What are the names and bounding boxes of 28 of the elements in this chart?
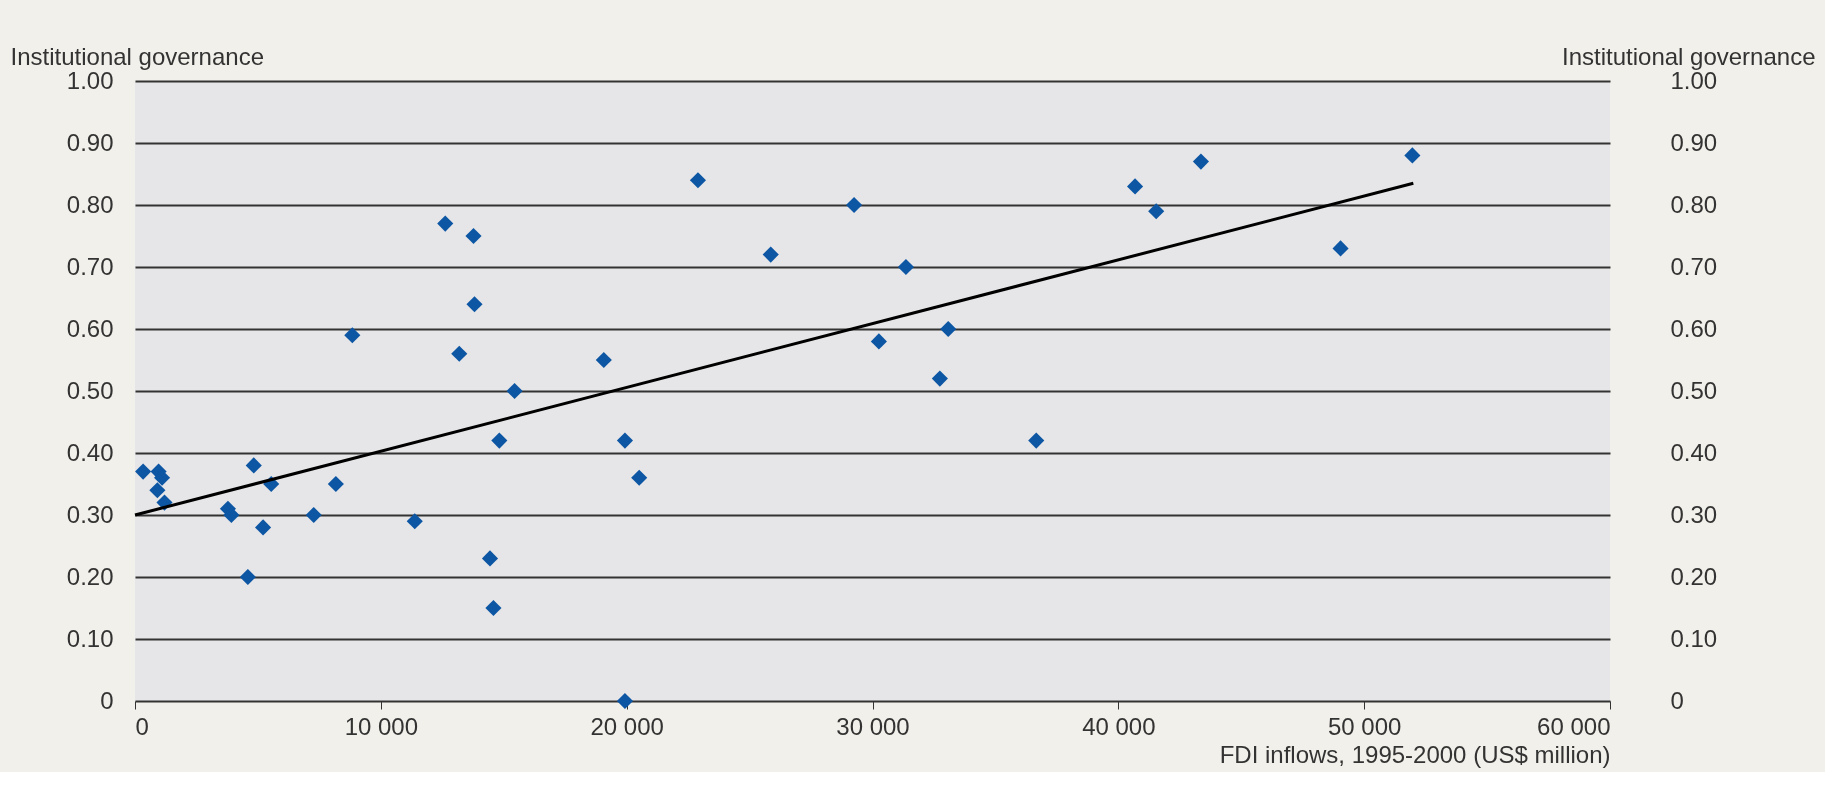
y-tick-label: 0.40 [66, 438, 114, 466]
y2-tick-label: 0.80 [1670, 190, 1718, 218]
x-tick-label: 10 000 [344, 712, 419, 740]
y2-tick-label: 0.30 [1670, 500, 1718, 528]
y2-tick-label: 0.40 [1670, 438, 1718, 466]
y2-tick-label: 0.60 [1670, 314, 1718, 342]
x-tick-label: 30 000 [836, 712, 910, 740]
y2-tick-label: 0.50 [1670, 376, 1718, 404]
x-tick-label: 0 [135, 712, 149, 740]
y2-tick-label: 0.20 [1670, 562, 1718, 590]
y2-tick-label: 0.10 [1670, 624, 1718, 652]
x-tick-label: 60 000 [1537, 712, 1611, 740]
y-tick-label: 0.90 [66, 128, 114, 156]
x-tick-label: 40 000 [1082, 712, 1156, 740]
y-tick-label: 0.70 [66, 252, 114, 280]
y2-tick-label: 0.90 [1670, 128, 1718, 156]
y-tick-label: 0.10 [66, 624, 114, 652]
y-tick-label: 0.20 [66, 562, 114, 590]
x-tick-label: 20 000 [590, 712, 664, 740]
y2-tick-label: 0 [1670, 686, 1684, 714]
y-tick-label: 0 [100, 686, 114, 714]
y-tick-label: 0.30 [66, 500, 114, 528]
y-tick-label: 0.80 [66, 190, 114, 218]
x-axis-title: FDI inflows, 1995-2000 (US$ million) [1219, 740, 1611, 768]
y-tick-label: 0.60 [66, 314, 114, 342]
y2-tick-label: 0.70 [1670, 252, 1718, 280]
y-tick-label: 0.50 [66, 376, 114, 404]
x-tick-label: 50 000 [1327, 712, 1402, 740]
